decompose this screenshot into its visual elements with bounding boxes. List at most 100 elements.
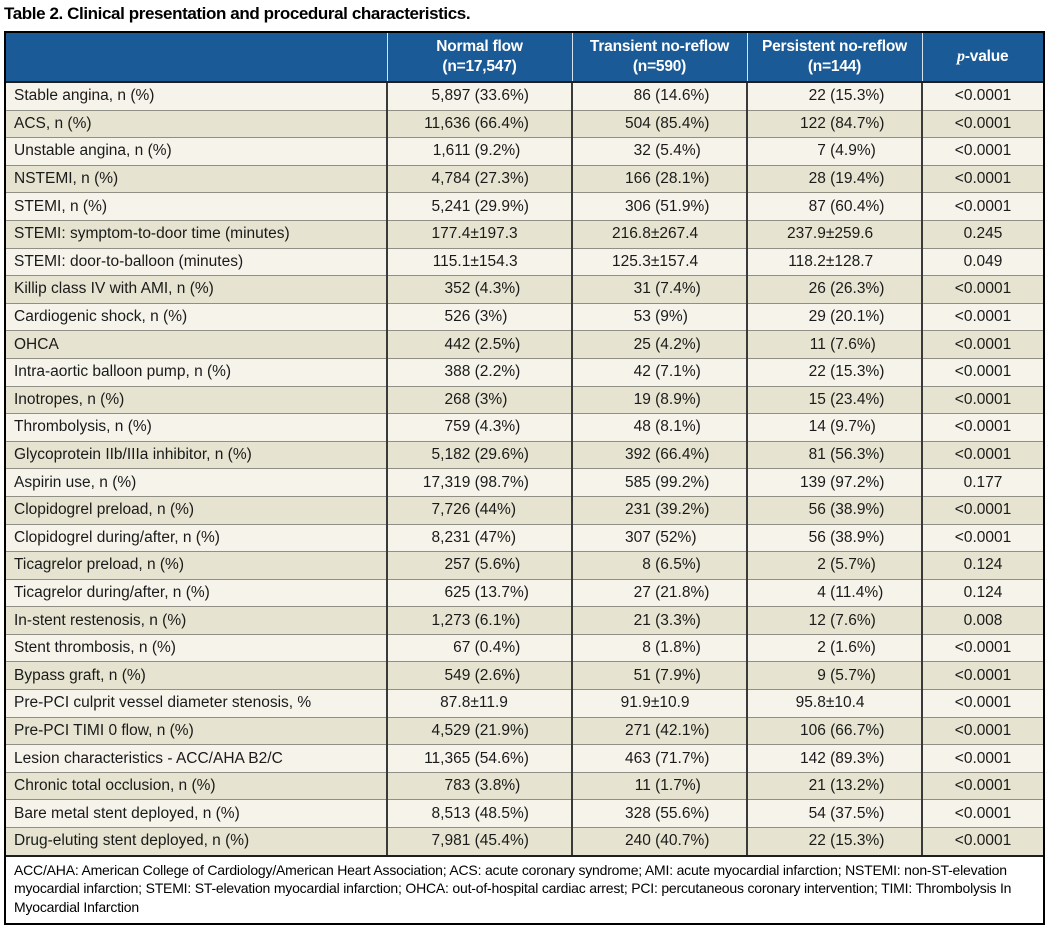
row-label-cell: OHCA	[6, 330, 387, 359]
persistent-no-reflow-cell: 87 (60.4%)	[746, 192, 922, 221]
table-header: Normal flow (n=17,547) Transient no-refl…	[6, 33, 1043, 83]
table-row: Aspirin use, n (%) 17,319 (98.7%) 585 (99.…	[6, 468, 1043, 497]
pvalue-cell: <0.0001	[921, 799, 1043, 828]
normal-flow-cell: 759 (4.3%)	[386, 413, 572, 442]
table-row: Inotropes, n (%) 268 (3%) 19 (8.9%) 15 (23.…	[6, 385, 1043, 414]
table-row: Unstable angina, n (%) 1,611 (9.2%) 32 (5.…	[6, 137, 1043, 166]
header-normal-flow: Normal flow (n=17,547)	[386, 33, 572, 83]
normal-flow-cell: 11,365 (54.6%)	[386, 744, 572, 773]
normal-flow-cell: 1,273 (6.1%)	[386, 606, 572, 635]
header-transient-line1: Transient no-reflow	[589, 37, 730, 55]
normal-flow-cell: 8,513 (48.5%)	[386, 799, 572, 828]
table-frame: Normal flow (n=17,547) Transient no-refl…	[4, 31, 1045, 926]
header-pvalue-italic-p: p	[957, 47, 965, 65]
pvalue-cell: <0.0001	[921, 523, 1043, 552]
normal-flow-cell: 625 (13.7%)	[386, 578, 572, 607]
row-label-cell: Ticagrelor during/after, n (%)	[6, 578, 387, 607]
table-row: Pre-PCI TIMI 0 flow, n (%) 4,529 (21.9%) 2…	[6, 716, 1043, 745]
row-label-cell: Inotropes, n (%)	[6, 385, 387, 414]
persistent-no-reflow-cell: 118.2±128.7	[746, 247, 922, 276]
transient-no-reflow-cell: 53 (9%)	[571, 302, 747, 331]
row-label-cell: Chronic total occlusion, n (%)	[6, 771, 387, 800]
row-label-cell: Pre-PCI TIMI 0 flow, n (%)	[6, 716, 387, 745]
table-row: Clopidogrel preload, n (%) 7,726 (44%) 231…	[6, 495, 1043, 524]
transient-no-reflow-cell: 48 (8.1%)	[571, 413, 747, 442]
table-row: OHCA 442 (2.5%) 25 (4.2%) 11 (7.6%) <0.0001	[6, 330, 1043, 359]
normal-flow-cell: 549 (2.6%)	[386, 661, 572, 690]
table-row: Cardiogenic shock, n (%) 526 (3%) 53 (9%) 2…	[6, 302, 1043, 331]
transient-no-reflow-cell: 8 (1.8%)	[571, 633, 747, 662]
header-transient-no-reflow: Transient no-reflow (n=590)	[571, 33, 747, 83]
persistent-no-reflow-cell: 26 (26.3%)	[746, 275, 922, 304]
transient-no-reflow-cell: 86 (14.6%)	[571, 82, 747, 111]
pvalue-cell: <0.0001	[921, 302, 1043, 331]
pvalue-cell: <0.0001	[921, 771, 1043, 800]
persistent-no-reflow-cell: 54 (37.5%)	[746, 799, 922, 828]
transient-no-reflow-cell: 166 (28.1%)	[571, 164, 747, 193]
transient-no-reflow-cell: 31 (7.4%)	[571, 275, 747, 304]
transient-no-reflow-cell: 271 (42.1%)	[571, 716, 747, 745]
table-row: ACS, n (%) 11,636 (66.4%) 504 (85.4%) 122 (…	[6, 109, 1043, 138]
table-row: Bypass graft, n (%) 549 (2.6%) 51 (7.9%) 9 …	[6, 661, 1043, 690]
persistent-no-reflow-cell: 11 (7.6%)	[746, 330, 922, 359]
table-row: Stent thrombosis, n (%) 67 (0.4%) 8 (1.8%)…	[6, 633, 1043, 662]
transient-no-reflow-cell: 19 (8.9%)	[571, 385, 747, 414]
persistent-no-reflow-cell: 106 (66.7%)	[746, 716, 922, 745]
row-label-cell: Stable angina, n (%)	[6, 82, 387, 111]
table-row: Glycoprotein IIb/IIIa inhibitor, n (%) 5,…	[6, 440, 1043, 469]
pvalue-cell: <0.0001	[921, 357, 1043, 387]
persistent-no-reflow-cell: 21 (13.2%)	[746, 771, 922, 800]
table-row: NSTEMI, n (%) 4,784 (27.3%) 166 (28.1%) 28 …	[6, 164, 1043, 193]
pvalue-cell: <0.0001	[921, 827, 1043, 855]
normal-flow-cell: 5,241 (29.9%)	[386, 192, 572, 221]
transient-no-reflow-cell: 307 (52%)	[571, 523, 747, 552]
transient-no-reflow-cell: 585 (99.2%)	[571, 468, 747, 497]
pvalue-cell: <0.0001	[921, 716, 1043, 745]
row-label-cell: STEMI: door-to-balloon (minutes)	[6, 247, 387, 276]
table-row: Intra-aortic balloon pump, n (%) 388 (2.2…	[6, 357, 1043, 387]
persistent-no-reflow-cell: 2 (1.6%)	[746, 633, 922, 662]
table-row: Clopidogrel during/after, n (%) 8,231 (47…	[6, 523, 1043, 552]
persistent-no-reflow-cell: 14 (9.7%)	[746, 413, 922, 442]
transient-no-reflow-cell: 27 (21.8%)	[571, 578, 747, 607]
persistent-no-reflow-cell: 15 (23.4%)	[746, 385, 922, 414]
header-transient-line2: (n=590)	[632, 58, 687, 75]
row-label-cell: Pre-PCI culprit vessel diameter stenosis…	[6, 689, 387, 718]
normal-flow-cell: 5,182 (29.6%)	[386, 440, 572, 469]
pvalue-cell: <0.0001	[921, 137, 1043, 166]
normal-flow-cell: 257 (5.6%)	[386, 551, 572, 580]
table-row: Stable angina, n (%) 5,897 (33.6%) 86 (14.…	[6, 82, 1043, 111]
table-body: Stable angina, n (%) 5,897 (33.6%) 86 (14.…	[6, 82, 1043, 855]
pvalue-cell: <0.0001	[921, 744, 1043, 773]
row-label-cell: STEMI, n (%)	[6, 192, 387, 221]
header-pvalue-rest: -value	[964, 47, 1009, 65]
pvalue-cell: <0.0001	[921, 164, 1043, 193]
pvalue-cell: <0.0001	[921, 440, 1043, 469]
transient-no-reflow-cell: 32 (5.4%)	[571, 137, 747, 166]
row-label-cell: Lesion characteristics - ACC/AHA B2/C	[6, 744, 387, 773]
persistent-no-reflow-cell: 22 (15.3%)	[746, 82, 922, 111]
pvalue-cell: 0.049	[921, 247, 1043, 276]
persistent-no-reflow-cell: 22 (15.3%)	[746, 827, 922, 855]
pvalue-cell: <0.0001	[921, 109, 1043, 138]
pvalue-cell: <0.0001	[921, 495, 1043, 524]
row-label-cell: Bare metal stent deployed, n (%)	[6, 799, 387, 828]
transient-no-reflow-cell: 51 (7.9%)	[571, 661, 747, 690]
row-label-cell: Clopidogrel preload, n (%)	[6, 495, 387, 524]
row-label-cell: In-stent restenosis, n (%)	[6, 606, 387, 635]
pvalue-cell: <0.0001	[921, 633, 1043, 662]
persistent-no-reflow-cell: 56 (38.9%)	[746, 523, 922, 552]
persistent-no-reflow-cell: 122 (84.7%)	[746, 109, 922, 138]
transient-no-reflow-cell: 240 (40.7%)	[571, 827, 747, 855]
table-row: STEMI, n (%) 5,241 (29.9%) 306 (51.9%) 87 (…	[6, 192, 1043, 221]
normal-flow-cell: 352 (4.3%)	[386, 275, 572, 304]
normal-flow-cell: 526 (3%)	[386, 302, 572, 331]
row-label-cell: Thrombolysis, n (%)	[6, 413, 387, 442]
header-persistent-no-reflow: Persistent no-reflow (n=144)	[746, 33, 922, 83]
row-label-cell: STEMI: symptom-to-door time (minutes)	[6, 219, 387, 249]
table-row: Pre-PCI culprit vessel diameter stenosis…	[6, 689, 1043, 718]
row-label-cell: Drug-eluting stent deployed, n (%)	[6, 827, 387, 855]
persistent-no-reflow-cell: 7 (4.9%)	[746, 137, 922, 166]
row-label-cell: Killip class IV with AMI, n (%)	[6, 275, 387, 304]
header-normal-flow-line2: (n=17,547)	[442, 58, 517, 75]
